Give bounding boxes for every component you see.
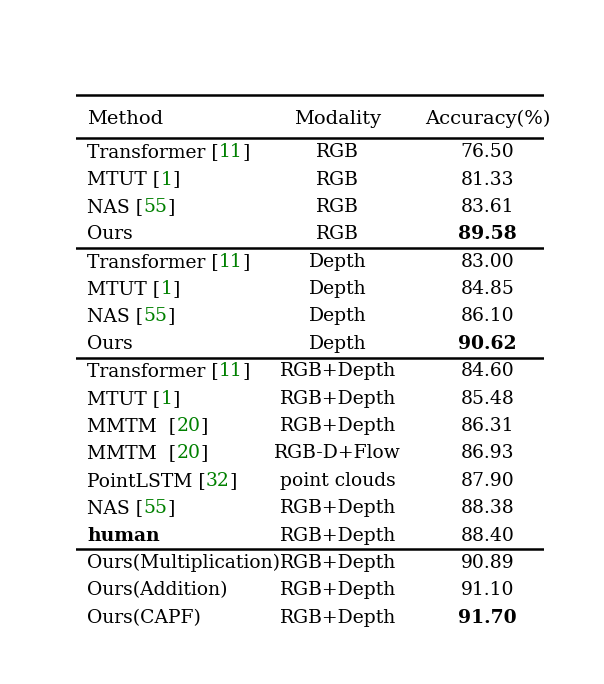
Text: Ours(Addition): Ours(Addition): [87, 581, 228, 599]
Text: 87.90: 87.90: [461, 472, 514, 490]
Text: Ours: Ours: [87, 335, 133, 353]
Text: RGB: RGB: [316, 170, 359, 189]
Text: 55: 55: [143, 307, 167, 326]
Text: Depth: Depth: [309, 307, 367, 326]
Text: MTUT [: MTUT [: [87, 170, 160, 189]
Text: ]: ]: [243, 252, 250, 271]
Text: Depth: Depth: [309, 252, 367, 271]
Text: 84.85: 84.85: [460, 280, 515, 298]
Text: RGB+Depth: RGB+Depth: [280, 554, 396, 572]
Text: point clouds: point clouds: [280, 472, 396, 490]
Text: Transformer [: Transformer [: [87, 143, 219, 161]
Text: 11: 11: [219, 252, 243, 271]
Text: human: human: [87, 527, 160, 544]
Text: 83.00: 83.00: [461, 252, 514, 271]
Text: Method: Method: [87, 110, 163, 128]
Text: RGB+Depth: RGB+Depth: [280, 581, 396, 599]
Text: 55: 55: [143, 499, 167, 517]
Text: 32: 32: [206, 472, 230, 490]
Text: Transformer [: Transformer [: [87, 252, 219, 271]
Text: 81.33: 81.33: [461, 170, 514, 189]
Text: ]: ]: [201, 445, 208, 462]
Text: Ours: Ours: [87, 225, 133, 244]
Text: 91.70: 91.70: [458, 609, 517, 627]
Text: ]: ]: [230, 472, 237, 490]
Text: ]: ]: [167, 307, 175, 326]
Text: 83.61: 83.61: [461, 198, 514, 216]
Text: NAS [: NAS [: [87, 307, 143, 326]
Text: ]: ]: [172, 280, 179, 298]
Text: ]: ]: [167, 198, 175, 216]
Text: MTUT [: MTUT [: [87, 390, 160, 408]
Text: ]: ]: [243, 143, 250, 161]
Text: MMTM  [: MMTM [: [87, 445, 176, 462]
Text: 11: 11: [219, 363, 243, 380]
Text: RGB: RGB: [316, 198, 359, 216]
Text: RGB+Depth: RGB+Depth: [280, 609, 396, 627]
Text: RGB+Depth: RGB+Depth: [280, 499, 396, 517]
Text: RGB: RGB: [316, 143, 359, 161]
Text: 90.89: 90.89: [461, 554, 514, 572]
Text: Modality: Modality: [294, 110, 381, 128]
Text: 90.62: 90.62: [458, 335, 516, 353]
Text: RGB+Depth: RGB+Depth: [280, 390, 396, 408]
Text: ]: ]: [167, 499, 175, 517]
Text: MTUT [: MTUT [: [87, 280, 160, 298]
Text: 20: 20: [176, 417, 201, 435]
Text: 85.48: 85.48: [460, 390, 515, 408]
Text: Depth: Depth: [309, 335, 367, 353]
Text: ]: ]: [201, 417, 208, 435]
Text: Ours(CAPF): Ours(CAPF): [87, 609, 201, 627]
Text: Transformer [: Transformer [: [87, 363, 219, 380]
Text: 76.50: 76.50: [461, 143, 514, 161]
Text: 89.58: 89.58: [458, 225, 517, 244]
Text: RGB+Depth: RGB+Depth: [280, 363, 396, 380]
Text: Accuracy(%): Accuracy(%): [425, 110, 550, 128]
Text: 91.10: 91.10: [461, 581, 514, 599]
Text: 20: 20: [176, 445, 201, 462]
Text: RGB+Depth: RGB+Depth: [280, 417, 396, 435]
Text: RGB+Depth: RGB+Depth: [280, 527, 396, 544]
Text: ]: ]: [172, 170, 179, 189]
Text: 11: 11: [219, 143, 243, 161]
Text: 88.38: 88.38: [461, 499, 514, 517]
Text: ]: ]: [172, 390, 179, 408]
Text: NAS [: NAS [: [87, 499, 143, 517]
Text: Ours(Multiplication): Ours(Multiplication): [87, 554, 280, 572]
Text: 86.10: 86.10: [461, 307, 514, 326]
Text: 1: 1: [160, 390, 172, 408]
Text: RGB-D+Flow: RGB-D+Flow: [274, 445, 401, 462]
Text: 86.93: 86.93: [461, 445, 514, 462]
Text: MMTM  [: MMTM [: [87, 417, 176, 435]
Text: PointLSTM [: PointLSTM [: [87, 472, 206, 490]
Text: Depth: Depth: [309, 280, 367, 298]
Text: 1: 1: [160, 170, 172, 189]
Text: 88.40: 88.40: [460, 527, 515, 544]
Text: NAS [: NAS [: [87, 198, 143, 216]
Text: 55: 55: [143, 198, 167, 216]
Text: 1: 1: [160, 280, 172, 298]
Text: RGB: RGB: [316, 225, 359, 244]
Text: ]: ]: [243, 363, 250, 380]
Text: 86.31: 86.31: [461, 417, 514, 435]
Text: 84.60: 84.60: [461, 363, 514, 380]
